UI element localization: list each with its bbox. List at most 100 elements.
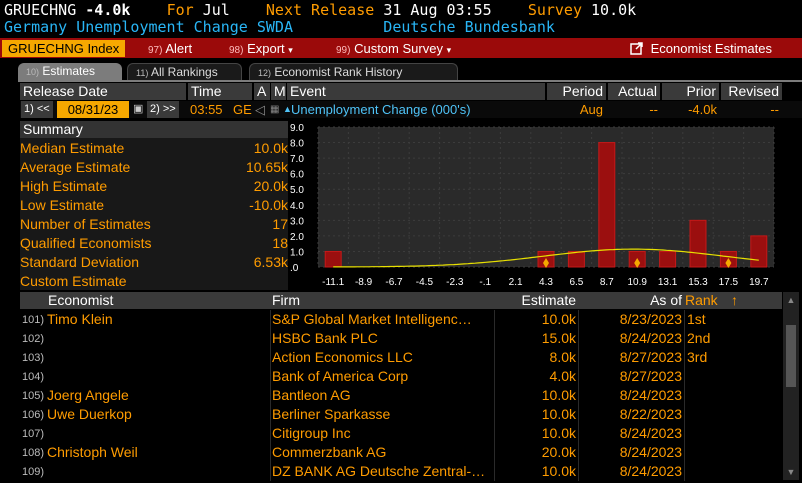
column-divider: [270, 443, 271, 462]
row-number[interactable]: 104): [22, 371, 45, 383]
ticker-line: GRUECHNG -4.0k For Jul Next Release 31 A…: [4, 1, 636, 19]
economist-name[interactable]: [47, 329, 269, 348]
y-tick-label: .0: [290, 263, 299, 274]
calendar-icon[interactable]: ▣: [133, 103, 144, 115]
economist-name[interactable]: [47, 424, 269, 443]
survey-label: Survey: [527, 1, 582, 19]
col-event[interactable]: Event: [287, 83, 545, 100]
column-divider: [270, 310, 271, 329]
firm-name[interactable]: Commerzbank AG: [272, 444, 387, 460]
release-event[interactable]: Unemployment Change (000's): [291, 102, 471, 117]
estimate-value: 4.0k: [549, 368, 576, 384]
col-prior[interactable]: Prior: [662, 83, 719, 100]
row-number[interactable]: 107): [22, 428, 45, 440]
economist-name[interactable]: Joerg Angele: [47, 387, 129, 403]
row-number[interactable]: 103): [22, 352, 45, 364]
firm-name[interactable]: Berliner Sparkasse: [272, 406, 391, 422]
alert-num: 97): [148, 45, 163, 56]
col-time[interactable]: Time: [188, 83, 252, 100]
col-period[interactable]: Period: [547, 83, 606, 100]
x-tick-label: 4.3: [539, 277, 553, 288]
firm-name[interactable]: Bank of America Corp: [272, 368, 409, 384]
economist-name[interactable]: [47, 367, 269, 386]
column-divider: [684, 405, 685, 424]
economist-name[interactable]: Uwe Duerkop: [47, 406, 132, 422]
y-tick-label: 7.0: [290, 154, 304, 165]
grid-icon[interactable]: ▦: [270, 104, 280, 115]
column-divider: [578, 329, 579, 348]
rank-value: [687, 462, 737, 481]
column-divider: [270, 462, 271, 481]
row-number[interactable]: 108): [22, 447, 45, 459]
economist-name[interactable]: Christoph Weil: [47, 444, 138, 460]
row-number[interactable]: 102): [22, 333, 45, 345]
column-divider: [684, 329, 685, 348]
column-divider: [684, 367, 685, 386]
survey-value: 10.0k: [591, 1, 637, 19]
custom-survey-button[interactable]: 99) Custom Survey ▾: [336, 40, 451, 57]
scroll-up-icon[interactable]: ▲: [786, 295, 796, 305]
column-divider: [578, 367, 579, 386]
col-release-date[interactable]: Release Date: [20, 83, 186, 100]
sort-arrow-icon[interactable]: ↑: [731, 292, 738, 308]
col-rank[interactable]: Rank: [685, 292, 718, 308]
col-actual[interactable]: Actual: [608, 83, 660, 100]
release-date-field[interactable]: 08/31/23: [57, 101, 129, 118]
economist-estimates-link[interactable]: Economist Estimates: [630, 40, 772, 57]
scroll-thumb[interactable]: [786, 325, 796, 387]
bar: [598, 142, 616, 268]
firm-name[interactable]: S&P Global Market Intelligenc…: [272, 311, 472, 327]
series-source: Deutsche Bundesbank: [383, 18, 555, 36]
row-number[interactable]: 106): [22, 409, 45, 421]
as-of-date: 8/24/2023: [619, 425, 682, 441]
col-revised[interactable]: Revised: [721, 83, 782, 100]
column-divider: [578, 348, 579, 367]
firm-name[interactable]: HSBC Bank PLC: [272, 330, 378, 346]
release-row: [20, 101, 802, 118]
economist-name[interactable]: [47, 348, 269, 367]
bar: [659, 250, 677, 268]
alert-button[interactable]: 97) Alert: [148, 40, 192, 57]
scroll-down-icon[interactable]: ▼: [786, 467, 796, 477]
summary-value[interactable]: [200, 272, 288, 291]
summary-value: 17: [272, 216, 288, 232]
next-release-button[interactable]: 2) >>: [147, 101, 179, 118]
prev-release-button[interactable]: 1) <<: [21, 101, 53, 118]
column-divider: [494, 405, 495, 424]
economist-name[interactable]: [47, 462, 269, 481]
row-number[interactable]: 105): [22, 390, 45, 402]
tab-estimates[interactable]: 10) Estimates: [18, 63, 122, 80]
tab-all-rankings[interactable]: 11) All Rankings: [127, 63, 242, 80]
col-economist[interactable]: Economist: [48, 292, 114, 308]
tab-num: 10): [26, 67, 40, 77]
row-number[interactable]: 109): [22, 466, 45, 478]
col-firm[interactable]: Firm: [272, 292, 300, 308]
col-as-of[interactable]: As of: [650, 292, 682, 308]
row-number[interactable]: 101): [22, 314, 45, 326]
column-divider: [684, 443, 685, 462]
speaker-icon[interactable]: ◁: [255, 102, 265, 117]
ticker-index-button[interactable]: GRUECHNG Index: [2, 40, 126, 57]
column-divider: [270, 405, 271, 424]
firm-name[interactable]: Action Economics LLC: [272, 349, 413, 365]
release-region: GE: [233, 102, 252, 117]
expand-icon[interactable]: ▲: [283, 104, 292, 114]
col-estimate[interactable]: Estimate: [521, 292, 576, 308]
tab-rank-history[interactable]: 12) Economist Rank History: [249, 63, 458, 80]
marker-icon: [634, 258, 641, 268]
col-m[interactable]: M: [271, 83, 286, 100]
column-divider: [578, 424, 579, 443]
firm-name[interactable]: Citigroup Inc: [272, 425, 351, 441]
y-tick-label: 4.0: [290, 201, 304, 212]
economist-name[interactable]: Timo Klein: [47, 311, 113, 327]
rank-value: [687, 386, 737, 405]
chevron-down-icon: ▾: [288, 45, 293, 55]
export-num: 98): [229, 45, 244, 56]
export-button[interactable]: 98) Export ▾: [229, 40, 293, 57]
x-tick-label: 17.5: [719, 277, 739, 288]
firm-name[interactable]: DZ BANK AG Deutsche Zentral-…: [272, 463, 486, 479]
column-divider: [270, 348, 271, 367]
x-tick-label: -.1: [479, 277, 491, 288]
firm-name[interactable]: Bantleon AG: [272, 387, 351, 403]
col-a[interactable]: A: [254, 83, 270, 100]
